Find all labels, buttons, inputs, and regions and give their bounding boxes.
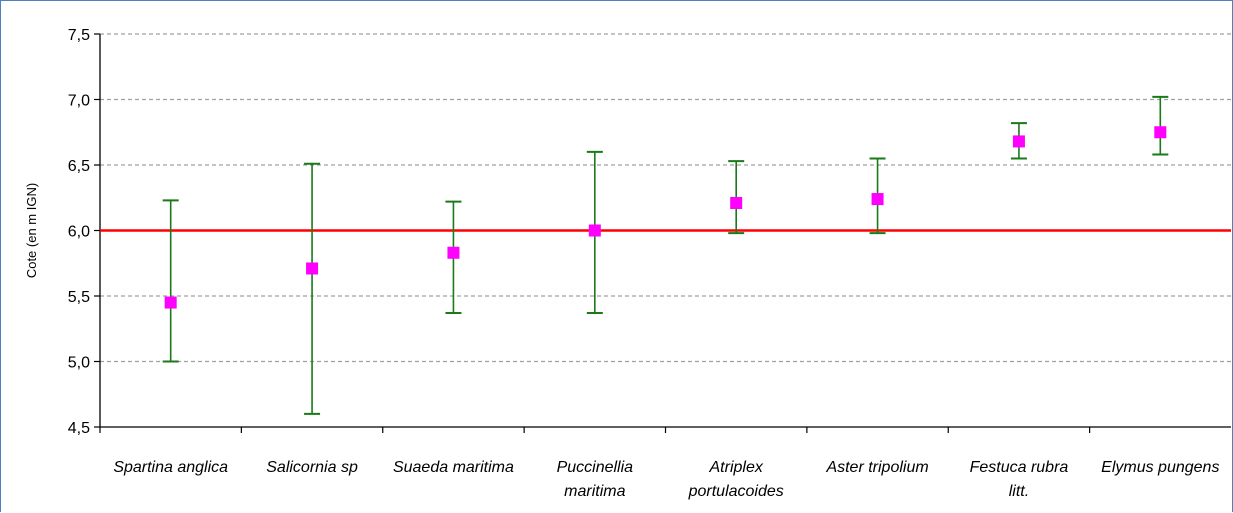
data-point: [447, 246, 460, 259]
data-point: [164, 296, 177, 309]
x-tick-label: portulacoides: [688, 483, 784, 500]
axes: [94, 33, 1231, 433]
x-tick-label: litt.: [1009, 483, 1029, 500]
data-points: [164, 126, 1167, 309]
y-axis-label: Cote (en m IGN): [24, 183, 39, 278]
y-tick-label: 6,5: [68, 158, 90, 175]
gridlines: [100, 33, 1231, 363]
y-tick-label: 7,5: [68, 27, 90, 44]
x-tick-label: Puccinellia: [557, 459, 634, 476]
x-tick-label: Festuca rubra: [970, 459, 1069, 476]
y-tick-label: 6,0: [68, 224, 90, 241]
data-point: [730, 196, 743, 209]
y-tick-label: 5,5: [68, 289, 90, 306]
data-point: [306, 262, 319, 275]
x-tick-label: maritima: [564, 483, 625, 500]
y-tick-label: 5,0: [68, 355, 90, 372]
labels: 4,5 5,0 5,5 6,0 6,5 7,0 7,5 Spartina anglica Sal…: [24, 27, 1219, 500]
y-tick-label: 4,5: [68, 420, 90, 437]
x-tick-label: Spartina anglica: [113, 459, 228, 476]
x-tick-label: Atriplex: [709, 459, 764, 476]
y-tick-label: 7,0: [68, 93, 90, 110]
x-tick-label: Aster tripolium: [825, 459, 928, 476]
data-point: [871, 193, 884, 206]
data-point: [588, 224, 601, 237]
data-point: [1012, 135, 1025, 148]
x-tick-label: Suaeda maritima: [393, 459, 514, 476]
x-tick-label: Elymus pungens: [1101, 459, 1219, 476]
x-tick-label: Salicornia sp: [266, 459, 358, 476]
data-point: [1154, 126, 1167, 139]
